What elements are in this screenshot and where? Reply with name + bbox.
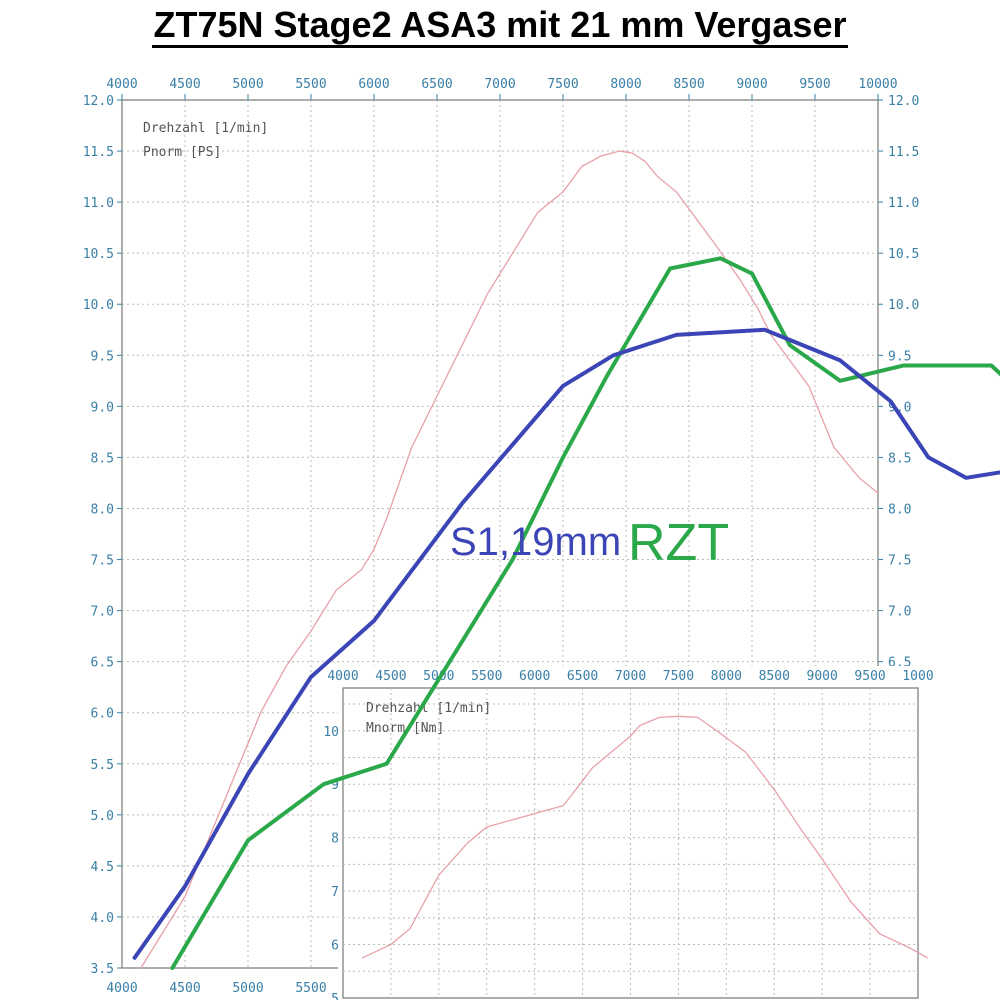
y-tick-label-right: 11.0 (888, 196, 919, 211)
inset-x-tick-label: 6500 (567, 669, 598, 684)
x-tick-label-top: 5000 (232, 77, 263, 92)
y-tick-label-left: 6.5 (91, 656, 114, 671)
inset-x-tick-label: 4000 (327, 669, 358, 684)
series-line-pnorm (140, 150, 879, 969)
inset-x-tick-label: 5500 (471, 669, 502, 684)
y-tick-label-left: 4.5 (91, 860, 114, 875)
torque-chart-legend: Drehzahl [1/min] Mnorm [Nm] (366, 701, 491, 736)
inset-y-tick-label: 8 (331, 832, 339, 847)
chart-title: ZT75N Stage2 ASA3 mit 21 mm Vergaser (0, 4, 1000, 48)
inset-x-tick-label: 8500 (759, 669, 790, 684)
y-tick-label-left: 11.0 (83, 196, 114, 211)
y-tick-label-right: 10.0 (888, 298, 919, 313)
annotation-s1-19mm: S1,19mm (450, 520, 621, 564)
annotation-series (132, 256, 1000, 970)
x-tick-label-top: 7500 (547, 77, 578, 92)
x-tick-label-top: 9000 (736, 77, 767, 92)
power-chart-series (140, 150, 879, 969)
y-tick-label-left: 8.0 (91, 502, 114, 517)
inset-y-tick-label: 7 (331, 885, 339, 900)
annotation-rzt: RZT (628, 514, 729, 572)
inset-y-tick-label: 5 (331, 992, 339, 1000)
inset-y-tick-label: 10 (323, 725, 339, 740)
y-tick-label-left: 6.0 (91, 707, 114, 722)
series-line-s1-19mm (132, 327, 1000, 960)
series-line-rzt (170, 256, 1000, 970)
torque-chart-grid (338, 666, 1000, 1000)
power-chart-ticks: 4000 4500 5000 5500 6000 6500 7000 7500 8000 8500… (83, 77, 920, 996)
x-tick-label-bottom: 4000 (106, 981, 137, 996)
x-tick-label-bottom: 4500 (169, 981, 200, 996)
y-tick-label-left: 5.5 (91, 758, 114, 773)
x-tick-label-bottom: 5500 (295, 981, 326, 996)
x-tick-label-top: 6500 (421, 77, 452, 92)
x-tick-label-top: 10000 (858, 77, 897, 92)
inset-x-tick-label: 8000 (711, 669, 742, 684)
y-tick-label-left: 8.5 (91, 451, 114, 466)
x-tick-label-top: 9500 (799, 77, 830, 92)
x-tick-label-top: 8500 (673, 77, 704, 92)
legend-series-label: Pnorm [PS] (143, 145, 221, 160)
inset-x-tick-label: 9500 (854, 669, 885, 684)
series-line-mnorm (361, 715, 928, 959)
y-tick-label-left: 5.0 (91, 809, 114, 824)
y-tick-label-right: 11.5 (888, 145, 919, 160)
y-tick-label-left: 9.5 (91, 349, 114, 364)
x-tick-label-top: 7000 (484, 77, 515, 92)
y-tick-label-right: 8.5 (888, 451, 911, 466)
chart-title-text: ZT75N Stage2 ASA3 mit 21 mm Vergaser (151, 4, 849, 48)
inset-x-tick-label: 1000 (902, 669, 933, 684)
legend-x-label: Drehzahl [1/min] (143, 121, 268, 136)
inset-y-tick-label: 6 (331, 939, 339, 954)
x-tick-label-top: 6000 (358, 77, 389, 92)
power-chart-legend: Drehzahl [1/min] Pnorm [PS] (143, 121, 268, 160)
annotation-labels: S1,19mm RZT (450, 514, 729, 572)
y-tick-label-left: 3.5 (91, 962, 114, 977)
y-tick-label-right: 8.0 (888, 502, 911, 517)
inset-x-tick-label: 9000 (807, 669, 838, 684)
y-tick-label-left: 12.0 (83, 94, 114, 109)
x-tick-label-top: 4000 (106, 77, 137, 92)
x-tick-label-top: 8000 (610, 77, 641, 92)
x-tick-label-top: 5500 (295, 77, 326, 92)
y-tick-label-left: 7.0 (91, 605, 114, 620)
y-tick-label-left: 7.5 (91, 554, 114, 569)
y-tick-label-left: 10.0 (83, 298, 114, 313)
y-tick-label-right: 10.5 (888, 247, 919, 262)
y-tick-label-right: 7.0 (888, 605, 911, 620)
inset-x-tick-label: 7000 (615, 669, 646, 684)
inset-legend-series-label: Mnorm [Nm] (366, 721, 444, 736)
y-tick-label-right: 9.5 (888, 349, 911, 364)
y-tick-label-left: 4.0 (91, 911, 114, 926)
y-tick-label-right: 7.5 (888, 554, 911, 569)
inset-x-tick-label: 7500 (663, 669, 694, 684)
torque-chart-series (361, 715, 928, 959)
y-tick-label-right: 12.0 (888, 94, 919, 109)
inset-y-tick-label: 9 (331, 778, 339, 793)
y-tick-label-left: 9.0 (91, 400, 114, 415)
y-tick-label-left: 10.5 (83, 247, 114, 262)
inset-x-tick-label: 6000 (519, 669, 550, 684)
x-tick-label-bottom: 5000 (232, 981, 263, 996)
y-tick-label-left: 11.5 (83, 145, 114, 160)
inset-legend-x-label: Drehzahl [1/min] (366, 701, 491, 716)
inset-x-tick-label: 4500 (375, 669, 406, 684)
torque-chart-ticks: 4000 4500 5000 5500 6000 6500 7000 7500 8000 8500… (323, 669, 933, 1000)
x-tick-label-top: 4500 (169, 77, 200, 92)
